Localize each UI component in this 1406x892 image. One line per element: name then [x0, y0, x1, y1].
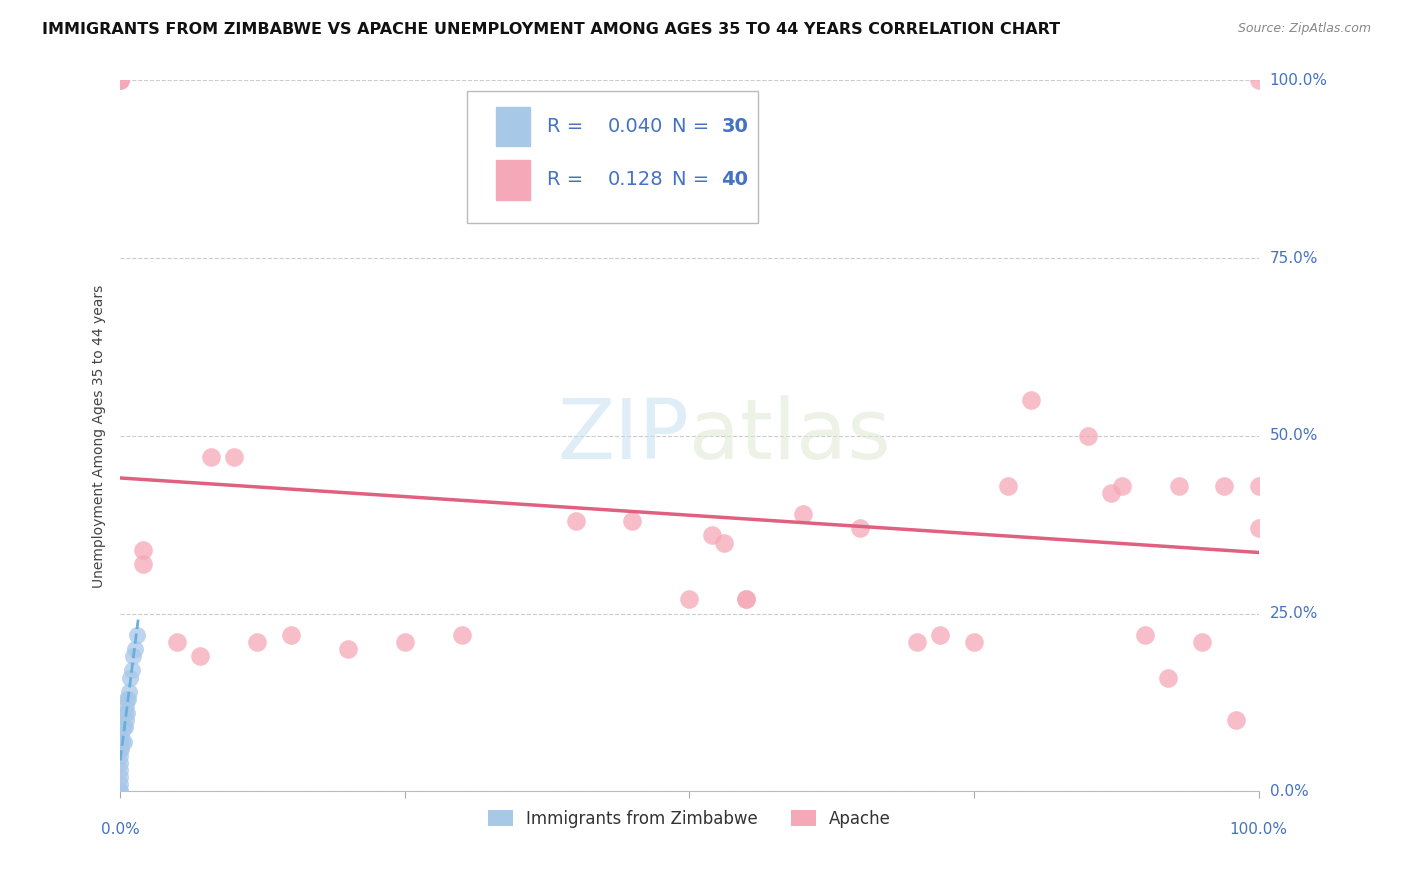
Point — [188, 649, 211, 664]
Point — [110, 73, 132, 87]
Point — [963, 635, 986, 649]
Point — [1156, 671, 1178, 685]
Point — [1225, 713, 1247, 727]
Text: 100.0%: 100.0% — [1230, 822, 1288, 837]
Point — [115, 698, 138, 713]
Point — [111, 720, 134, 734]
Point — [1247, 478, 1270, 492]
Y-axis label: Unemployment Among Ages 35 to 44 years: Unemployment Among Ages 35 to 44 years — [93, 285, 107, 588]
Point — [127, 628, 149, 642]
Point — [1133, 628, 1156, 642]
Point — [132, 557, 155, 571]
Point — [117, 692, 139, 706]
Text: N =: N = — [672, 170, 716, 189]
Text: 0.0%: 0.0% — [1270, 784, 1309, 799]
Point — [132, 542, 155, 557]
Point — [564, 514, 586, 528]
Point — [118, 685, 141, 699]
Point — [905, 635, 928, 649]
Text: N =: N = — [672, 117, 716, 136]
Point — [115, 713, 138, 727]
Point — [114, 706, 136, 720]
Text: 100.0%: 100.0% — [1270, 73, 1327, 88]
Point — [110, 784, 132, 798]
Point — [121, 664, 143, 678]
Point — [792, 507, 814, 521]
Text: 30: 30 — [721, 117, 748, 136]
Text: Source: ZipAtlas.com: Source: ZipAtlas.com — [1237, 22, 1371, 36]
Text: 0.128: 0.128 — [607, 170, 664, 189]
Point — [110, 741, 132, 756]
Point — [110, 734, 132, 748]
Point — [200, 450, 222, 465]
Point — [713, 535, 735, 549]
Point — [1111, 478, 1133, 492]
Point — [112, 734, 135, 748]
Point — [735, 592, 758, 607]
Point — [280, 628, 302, 642]
Legend: Immigrants from Zimbabwe, Apache: Immigrants from Zimbabwe, Apache — [479, 802, 900, 837]
Point — [110, 770, 132, 784]
Point — [114, 720, 136, 734]
Text: R =: R = — [547, 170, 596, 189]
Bar — [496, 107, 530, 146]
Text: 0.040: 0.040 — [607, 117, 662, 136]
Point — [1167, 478, 1189, 492]
Point — [1191, 635, 1213, 649]
Text: IMMIGRANTS FROM ZIMBABWE VS APACHE UNEMPLOYMENT AMONG AGES 35 TO 44 YEARS CORREL: IMMIGRANTS FROM ZIMBABWE VS APACHE UNEMP… — [42, 22, 1060, 37]
Point — [110, 741, 132, 756]
Text: 75.0%: 75.0% — [1270, 251, 1317, 266]
Point — [849, 521, 872, 535]
Point — [1077, 429, 1099, 443]
Point — [110, 756, 132, 770]
Point — [621, 514, 644, 528]
Point — [1247, 73, 1270, 87]
Point — [112, 720, 135, 734]
Point — [110, 734, 132, 748]
Point — [110, 784, 132, 798]
FancyBboxPatch shape — [467, 91, 758, 223]
Point — [336, 642, 359, 657]
Point — [246, 635, 269, 649]
Text: 40: 40 — [721, 170, 748, 189]
Point — [1213, 478, 1236, 492]
Text: atlas: atlas — [689, 395, 891, 476]
Point — [110, 763, 132, 777]
Point — [222, 450, 245, 465]
Point — [115, 692, 138, 706]
Point — [928, 628, 950, 642]
Text: R =: R = — [547, 117, 589, 136]
Point — [121, 649, 143, 664]
Point — [997, 478, 1019, 492]
Point — [394, 635, 416, 649]
Point — [735, 592, 758, 607]
Point — [450, 628, 472, 642]
Point — [110, 73, 132, 87]
Point — [1099, 485, 1122, 500]
Point — [110, 748, 132, 763]
Text: 0.0%: 0.0% — [101, 822, 139, 837]
Point — [111, 734, 134, 748]
Point — [702, 528, 724, 542]
Point — [124, 642, 146, 657]
Point — [110, 777, 132, 791]
Point — [110, 727, 132, 741]
Point — [110, 73, 132, 87]
Point — [120, 671, 142, 685]
Point — [678, 592, 700, 607]
Text: ZIP: ZIP — [558, 395, 689, 476]
Point — [166, 635, 188, 649]
Bar — [496, 161, 530, 200]
Text: 50.0%: 50.0% — [1270, 428, 1317, 443]
Point — [115, 706, 138, 720]
Point — [110, 727, 132, 741]
Point — [1247, 521, 1270, 535]
Point — [1019, 393, 1042, 408]
Text: 25.0%: 25.0% — [1270, 606, 1317, 621]
